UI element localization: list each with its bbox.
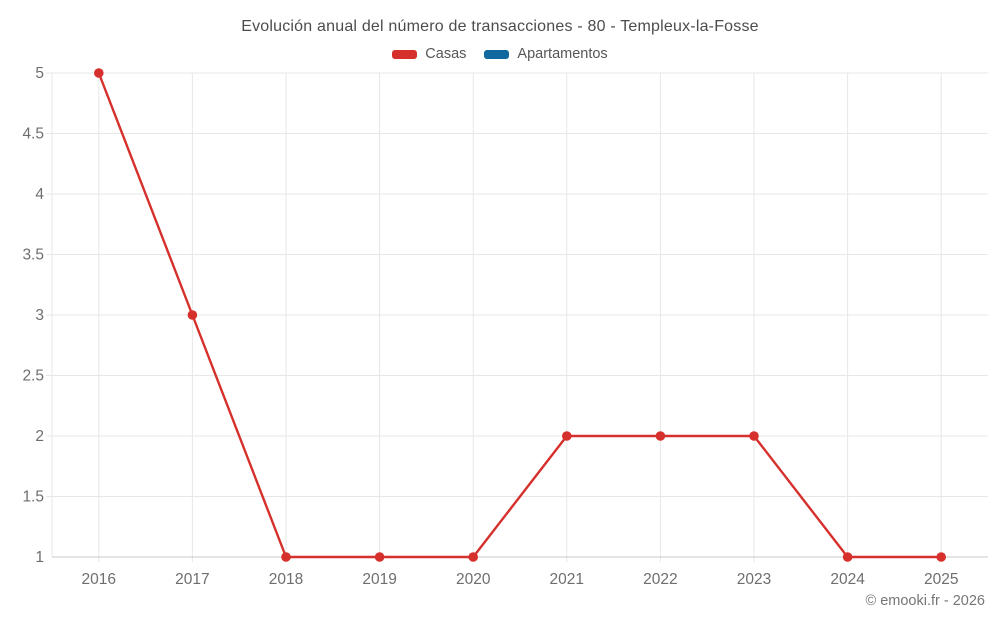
x-tick-label: 2025 (924, 571, 958, 588)
y-tick-label: 1 (35, 549, 44, 566)
x-tick-label: 2017 (175, 571, 209, 588)
data-point[interactable] (187, 310, 198, 320)
data-point[interactable] (562, 431, 572, 441)
legend: Casas Apartamentos (0, 46, 1000, 62)
x-tick-label: 2022 (643, 571, 677, 588)
data-point[interactable] (281, 552, 291, 562)
x-tick-label: 2019 (362, 571, 396, 588)
y-tick-label: 4.5 (22, 126, 44, 143)
y-tick-label: 2.5 (22, 368, 44, 385)
y-tick-label: 1.5 (22, 489, 44, 506)
x-tick-label: 2023 (737, 571, 771, 588)
data-point[interactable] (655, 431, 666, 441)
gridlines (46, 72, 988, 562)
data-point[interactable] (468, 552, 479, 562)
x-tick-label: 2021 (550, 571, 584, 588)
legend-swatch-casas-icon (392, 49, 418, 59)
y-tick-label: 4 (35, 186, 44, 203)
legend-item-casas[interactable]: Casas (392, 46, 466, 62)
series-line-casas (97, 71, 943, 559)
x-tick-label: 2016 (82, 571, 116, 588)
x-tick-label: 2020 (456, 571, 491, 588)
legend-item-apartamentos[interactable]: Apartamentos (484, 46, 608, 62)
axis-labels: 1 1.5 2 2.5 3 3.5 4 4.5 5 2016 2017 2018 2019 2020 202… (22, 65, 958, 588)
legend-label-apartamentos: Apartamentos (517, 46, 608, 62)
x-tick-label: 2018 (269, 571, 303, 588)
data-point[interactable] (842, 552, 853, 562)
y-tick-label: 3 (35, 307, 44, 324)
data-point[interactable] (749, 431, 759, 441)
chart-title: Evolución anual del número de transaccio… (241, 18, 759, 35)
x-tick-label: 2024 (830, 571, 865, 588)
data-point[interactable] (374, 552, 385, 562)
legend-label-casas: Casas (425, 46, 467, 62)
y-tick-label: 2 (35, 428, 44, 445)
y-tick-label: 3.5 (22, 247, 44, 264)
y-tick-label: 5 (35, 65, 44, 82)
data-point[interactable] (936, 552, 946, 562)
legend-swatch-apartamentos-icon (484, 49, 510, 59)
footer-credit: © emooki.fr - 2026 (865, 593, 985, 609)
series (94, 68, 946, 562)
data-point[interactable] (94, 68, 104, 78)
